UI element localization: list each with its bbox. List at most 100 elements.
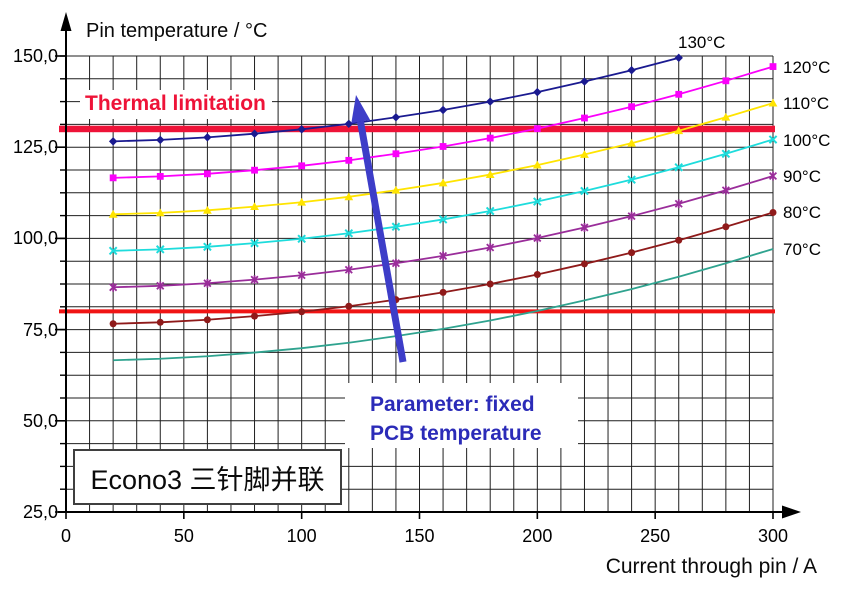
marker-diamond [344,119,353,129]
marker-circle [486,280,494,288]
marker-square [109,174,117,182]
marker-triangle [627,138,636,147]
marker-triangle [532,160,542,169]
series-label-130c: 130°C [678,33,726,52]
marker-square [769,63,777,70]
marker-diamond [250,129,259,138]
parameter-annotation-line2: PCB temperature [370,422,542,445]
marker-x [391,222,401,232]
parameter-arrow-shaft [357,120,407,363]
econo3-label: Econo3 三针脚并联 [90,464,325,495]
pcb-limit-line [59,309,775,314]
marker-triangle [155,208,165,217]
marker-square [251,166,258,174]
marker-circle [533,271,541,279]
x-tick-label: 0 [60,526,71,546]
marker-x [533,197,542,206]
marker-circle [345,302,353,310]
marker-triangle [250,202,259,211]
x-tick-label: 100 [286,526,317,546]
marker-diamond [533,87,542,97]
marker-diamond [156,135,165,145]
x-axis-arrowhead [782,505,801,519]
thermal-limitation-label: Thermal limitation [80,90,272,119]
series-label-90c: 90°C [783,167,821,187]
x-tick-label: 200 [522,526,553,546]
y-axis-title: Pin temperature / °C [86,20,268,42]
y-axis-arrowhead [60,12,72,31]
marker-x [485,206,495,216]
marker-circle [109,320,117,328]
y-tick-label: 125,0 [12,137,58,158]
marker-circle [203,316,211,324]
marker-circle [580,260,588,268]
marker-x [108,246,118,256]
series-line-70c [113,248,774,362]
marker-circle [156,318,164,326]
y-tick-label: 25,0 [22,502,58,522]
x-axis-title: Current through pin / A [605,555,817,578]
marker-square [439,143,447,150]
marker-triangle [391,185,401,194]
marker-triangle [203,205,212,214]
marker-square [675,90,683,98]
x-tick-label: 300 [757,526,789,546]
marker-triangle [344,192,354,201]
marker-circle [675,236,683,244]
parameter-annotation-line1: Parameter: fixed [370,393,535,416]
marker-x [674,162,684,172]
marker-triangle [674,126,684,135]
marker-circle [722,223,730,231]
marker-square [533,125,541,132]
marker-square [345,156,353,164]
econo3-label-box: Econo3 三针脚并联 [73,449,342,505]
marker-square [486,134,494,142]
marker-x [203,242,212,252]
marker-diamond [108,137,118,146]
marker-triangle [108,209,118,218]
marker-diamond [486,97,495,106]
marker-square [298,162,306,170]
parameter-annotation: Parameter: fixed PCB temperature [345,383,578,448]
y-tick-label: 50,0 [22,410,58,431]
series-label-80c: 80°C [783,203,821,223]
marker-circle [298,308,306,316]
marker-triangle [768,98,778,107]
marker-x [721,149,731,159]
marker-diamond [203,133,212,142]
x-tick-label: 250 [640,526,671,546]
marker-x [627,175,636,184]
marker-triangle [485,170,495,178]
marker-x [344,228,354,238]
thermal-limit-line [59,125,775,133]
marker-circle [628,249,636,257]
x-tick-label: 50 [173,526,194,546]
marker-triangle [580,150,589,158]
marker-circle [439,288,447,296]
marker-square [204,170,211,178]
y-tick-label: 75,0 [22,319,58,340]
marker-x [580,186,589,196]
x-tick-label: 150 [404,526,435,546]
marker-triangle [297,197,307,206]
marker-x [250,238,259,248]
marker-diamond [391,113,401,122]
marker-circle [251,312,259,320]
marker-x [297,234,306,244]
marker-diamond [438,105,448,115]
marker-x [768,135,778,144]
marker-triangle [438,178,448,187]
marker-x [438,215,448,224]
marker-diamond [297,125,306,134]
y-tick-label: 150,0 [12,46,58,66]
series-label-70c: 70°C [783,239,821,259]
series-label-100c: 100°C [783,130,831,150]
marker-square [156,172,164,180]
marker-diamond [580,77,589,86]
series-label-120c: 120°C [783,57,831,77]
marker-diamond [674,53,683,63]
y-tick-label: 100,0 [12,228,58,249]
parameter-arrow-head [351,95,371,124]
